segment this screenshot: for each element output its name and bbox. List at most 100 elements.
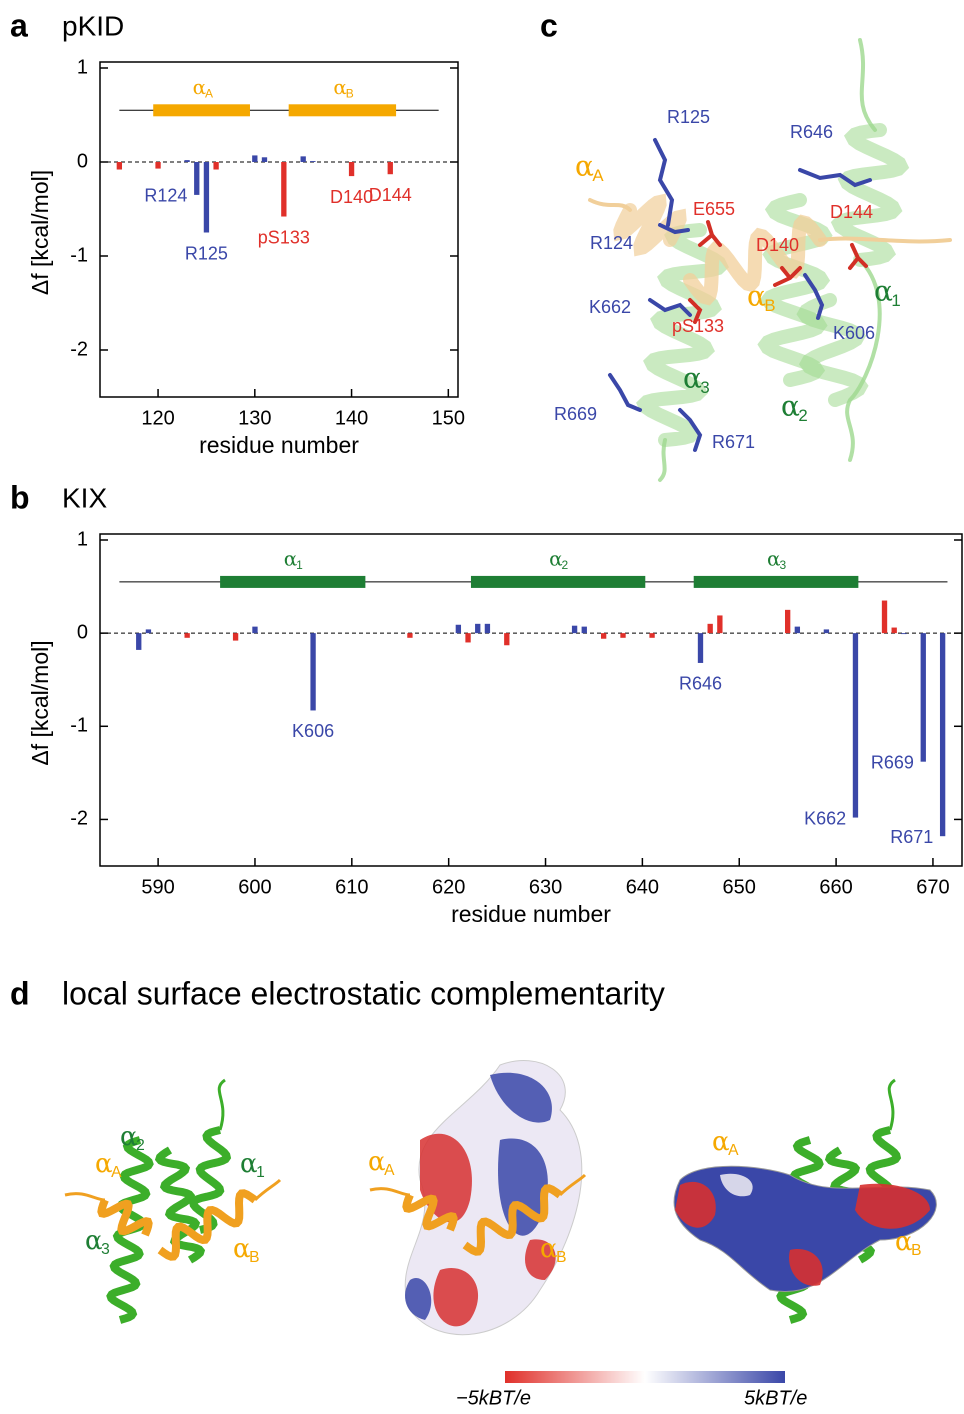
y-tick-label: -2 [70, 338, 88, 360]
side-chain [648, 298, 692, 317]
residue-label: R671 [712, 432, 755, 452]
helix-subscript: 1 [256, 1164, 265, 1181]
helix-label: α [240, 1149, 258, 1179]
residue-label: K662 [589, 297, 631, 317]
helix-bar [693, 575, 859, 588]
view-middle [369, 1060, 587, 1336]
helix-subscript: B [346, 86, 354, 100]
colorbar-min-label: −5kBT/e [456, 1387, 531, 1409]
panel-label: c [540, 7, 558, 43]
side-chain [773, 266, 802, 287]
side-chain [698, 220, 722, 247]
bar [213, 162, 219, 170]
y-tick-label: 1 [77, 528, 88, 550]
kid-loop [369, 1173, 587, 1197]
y-tick-label: 0 [77, 621, 88, 643]
kix-helix [796, 293, 869, 407]
helix-subscript: 2 [136, 1137, 145, 1154]
helix-label: α [284, 546, 298, 570]
residue-label: D140 [756, 235, 799, 255]
x-tick-label: 150 [432, 407, 465, 429]
helix-bar [470, 575, 646, 588]
colorbar [505, 1371, 785, 1383]
helix-label: α [193, 75, 207, 99]
chart-title: pKID [62, 10, 124, 41]
bar [571, 625, 578, 634]
bar [620, 633, 626, 638]
bar [707, 623, 713, 634]
bar-label: D144 [369, 185, 412, 205]
side-chain [848, 243, 868, 270]
bar [600, 633, 607, 639]
bar [504, 633, 510, 646]
helix-subscript: 3 [101, 1241, 110, 1258]
helix-label: α [233, 1234, 251, 1264]
helix-subscript: 2 [798, 406, 807, 425]
surface-patch [525, 1239, 556, 1280]
helix-label: α [85, 1226, 103, 1256]
bar [281, 162, 287, 217]
bar [261, 157, 268, 162]
bar [387, 162, 393, 175]
helix-label: α [781, 390, 800, 423]
panel-label: b [10, 479, 30, 515]
surface-patch [720, 1173, 753, 1197]
kix-loop [887, 1078, 896, 1131]
bar-label: K662 [804, 808, 846, 828]
bar [901, 633, 907, 635]
bar [194, 162, 200, 195]
kix-loop [658, 38, 882, 482]
helix-subscript: A [205, 86, 213, 100]
kid-helix [462, 1184, 563, 1256]
bar [920, 633, 926, 762]
helix-label: α [747, 280, 766, 313]
side-chain [653, 138, 675, 227]
residue-label: K606 [833, 323, 875, 343]
surface-patch [675, 1181, 716, 1228]
side-chain [803, 273, 825, 320]
residue-label: E655 [693, 199, 735, 219]
panel-label: a [10, 7, 28, 43]
panel-d: d local surface electrostatic complement… [10, 975, 937, 1409]
bar [697, 633, 704, 663]
helix-label: α [333, 75, 347, 99]
side-chains [608, 138, 872, 452]
bar [348, 162, 355, 177]
residue-label: D144 [830, 202, 873, 222]
colorbar-max-label: 5kBT/e [744, 1387, 807, 1409]
helix-subscript: 3 [779, 558, 786, 572]
helix-subscript: A [384, 1162, 395, 1179]
bar [455, 624, 462, 634]
y-tick-label: -2 [70, 808, 88, 830]
helix-label: α [895, 1227, 913, 1257]
helix-subscript: A [111, 1164, 122, 1181]
panel-title: local surface electrostatic complementar… [62, 975, 665, 1011]
bar [465, 633, 471, 643]
helix-label: α [540, 1234, 558, 1264]
bar [145, 629, 152, 634]
helix-label: α [767, 546, 781, 570]
view-right [673, 1078, 937, 1324]
bar [881, 600, 888, 634]
x-tick-label: 600 [238, 876, 271, 898]
helix-label: α [120, 1122, 138, 1152]
y-tick-label: -1 [70, 244, 88, 266]
residue-label: pS133 [672, 316, 724, 336]
x-tick-label: 660 [819, 876, 852, 898]
bar [484, 623, 491, 634]
x-tick-label: 610 [335, 876, 368, 898]
kid-helix [97, 1198, 153, 1237]
bar [184, 633, 190, 638]
helix-label: α [575, 150, 594, 183]
surface-patch [405, 1278, 432, 1320]
bar-label: R671 [890, 827, 933, 847]
bar-label: pS133 [258, 227, 310, 247]
residue-label: R669 [554, 404, 597, 424]
bar-label: R125 [185, 243, 228, 263]
helix-label: α [95, 1149, 113, 1179]
residue-label: R125 [667, 107, 710, 127]
x-tick-label: 650 [723, 876, 756, 898]
bar [939, 633, 946, 837]
bar-label: R669 [871, 752, 914, 772]
kid-loop [588, 198, 952, 244]
